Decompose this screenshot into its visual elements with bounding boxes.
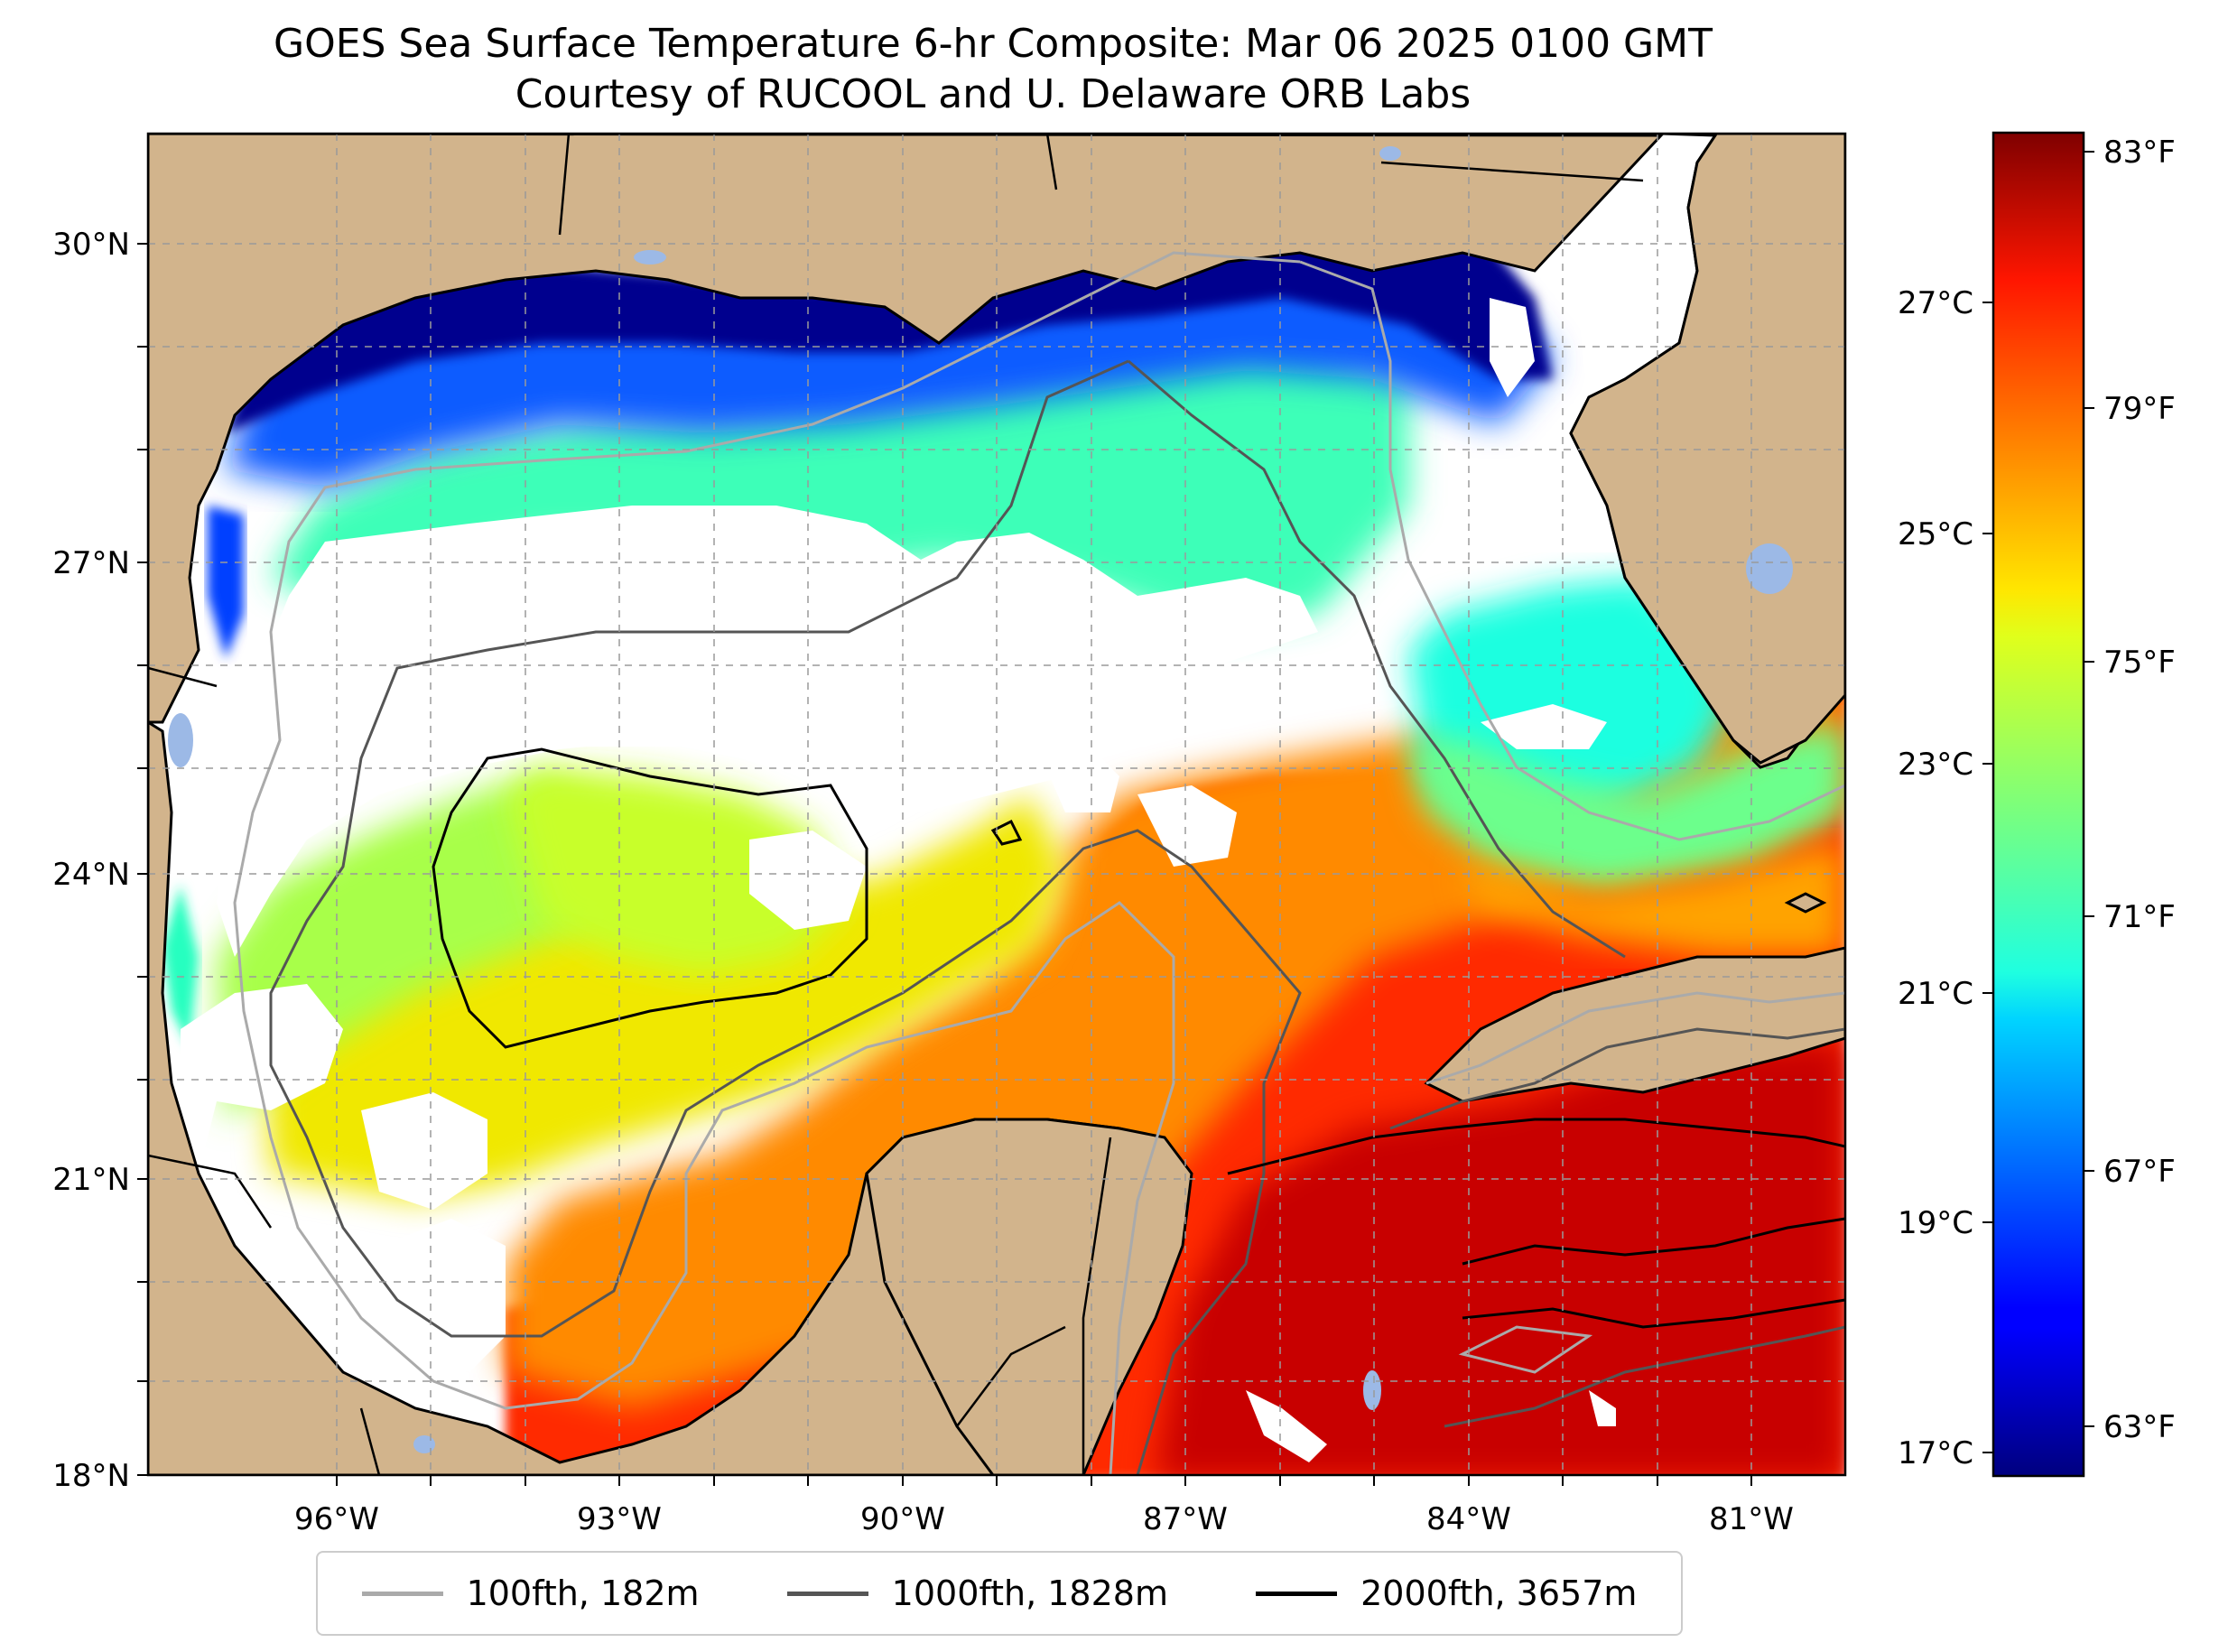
cbar-label-63f: 63°F [2103,1409,2176,1445]
colorbar-celsius-ticks [1982,302,1993,1453]
lat-labels: 30°N 27°N 24°N 21°N 18°N [52,227,130,1494]
contour-legend: 100fth, 182m 1000fth, 1828m 2000fth, 365… [316,1551,1683,1636]
sst-field [162,217,1845,1475]
lat-label-30n: 30°N [52,227,130,263]
colorbar-fahrenheit-ticks [2084,151,2094,1427]
sst-green-westflorida [1408,722,1845,894]
cloud-mask [181,235,1652,1462]
cbar-label-21c: 21°C [1898,976,1973,1012]
lon-label-87w: 87°W [1143,1501,1228,1537]
legend-label-100fth: 100fth, 182m [466,1573,700,1613]
borders [148,134,1644,1475]
lon-labels: 96°W 93°W 90°W 87°W 84°W 81°W [294,1501,1794,1537]
lon-tick-marks [336,1475,1752,1486]
lon-label-96w: 96°W [294,1501,379,1537]
cbar-label-79f: 79°F [2103,391,2176,427]
contour-2000fth [432,747,1845,1329]
colorbar-celsius-labels: 27°C 25°C 23°C 21°C 19°C 17°C [1898,285,1973,1471]
colorbar-fahrenheit-labels: 83°F 79°F 75°F 71°F 67°F 63°F [2103,135,2176,1445]
legend-item-100fth: 100fth, 182m [361,1573,700,1613]
sst-cyan-shelf [271,325,1408,632]
legend-swatch-2000fth [1256,1591,1338,1596]
lat-label-21n: 21°N [52,1162,130,1198]
cbar-label-23c: 23°C [1898,747,1973,783]
legend-swatch-1000fth [786,1591,868,1596]
lat-label-27n: 27°N [52,545,130,581]
contour-1000fth [269,359,1845,1475]
lon-label-90w: 90°W [860,1501,945,1537]
legend-label-1000fth: 1000fth, 1828m [891,1573,1168,1613]
lat-label-18n: 18°N [52,1458,130,1494]
land-cuba [1424,946,1845,1103]
cbar-label-17c: 17°C [1898,1435,1973,1471]
cbar-label-67f: 67°F [2103,1154,2176,1190]
land-florida [1569,134,1845,765]
colorbar: 27°C 25°C 23°C 21°C 19°C 17°C 83°F 79°F … [1898,131,2176,1478]
cbar-label-25c: 25°C [1898,516,1973,552]
lat-tick-marks [137,243,148,1476]
colorbar-gradient [1992,131,2085,1478]
sst-west-coastal-blue [208,506,244,659]
sst-yellowgreen-mid [506,767,849,975]
legend-item-2000fth: 2000fth, 3657m [1256,1573,1637,1613]
legend-swatch-100fth [361,1591,443,1596]
lon-label-81w: 81°W [1709,1501,1794,1537]
cbar-label-71f: 71°F [2103,899,2176,935]
cbar-label-75f: 75°F [2103,645,2176,681]
land-florida-tip-island [1784,892,1827,914]
lat-label-24n: 24°N [52,857,130,893]
land [148,134,1845,1475]
cbar-label-83f: 83°F [2103,135,2176,171]
chart-subtitle: Courtesy of RUCOOL and U. Delaware ORB L… [515,71,1472,117]
cbar-label-27c: 27°C [1898,285,1973,321]
chart-title: GOES Sea Surface Temperature 6-hr Compos… [273,21,1713,67]
lon-label-93w: 93°W [577,1501,662,1537]
contour-100fth [233,251,1845,1475]
lakes [168,146,1793,1453]
land-yucatan [865,1118,1193,1475]
sst-west-coastal [162,885,199,1047]
cbar-label-19c: 19°C [1898,1205,1973,1241]
sst-orange-fl-straits [1462,840,1845,957]
gridlines [148,134,1845,1475]
map-panel [148,134,1845,1475]
lon-label-84w: 84°W [1426,1501,1511,1537]
legend-label-2000fth: 2000fth, 3657m [1360,1573,1638,1613]
legend-item-1000fth: 1000fth, 1828m [786,1573,1168,1613]
